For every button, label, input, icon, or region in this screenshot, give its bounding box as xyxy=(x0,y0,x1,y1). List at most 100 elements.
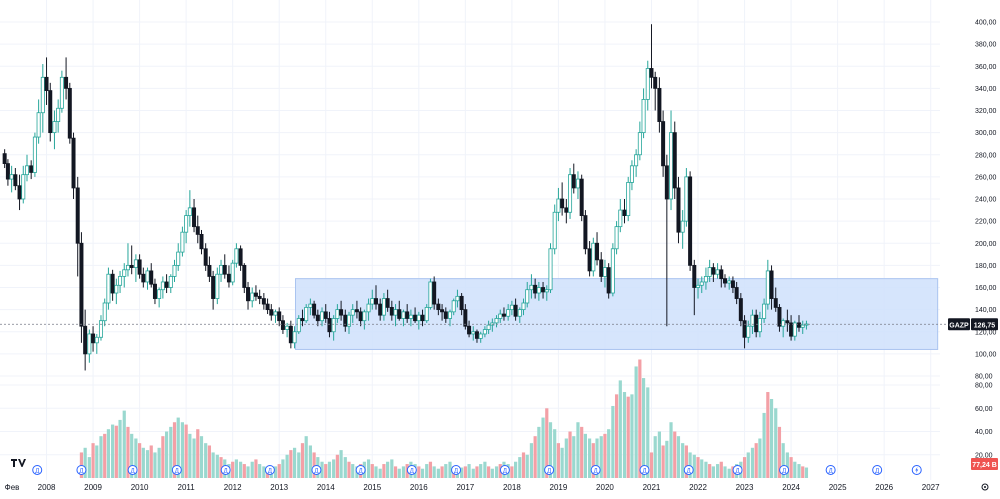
time-tick-label: 2012 xyxy=(224,483,242,492)
volume-bar xyxy=(366,459,371,478)
dividend-marker-icon[interactable]: Д xyxy=(32,465,43,475)
candle-body xyxy=(273,311,278,316)
candle-body xyxy=(517,309,522,317)
dividend-marker-glyph: Д xyxy=(782,469,786,475)
candle-body xyxy=(579,178,584,216)
dividend-marker-glyph: Д xyxy=(224,469,228,475)
volume-bar xyxy=(332,459,336,478)
volume-bars xyxy=(79,359,809,478)
candle-body xyxy=(440,309,445,313)
candle-body xyxy=(67,87,72,139)
overlay[interactable]: GAZP 126,75 77,24 B xyxy=(11,318,998,491)
dividend-marker-icon[interactable]: Д xyxy=(355,465,366,475)
dividend-marker-icon[interactable]: Д xyxy=(171,465,182,475)
dividend-marker-icon[interactable]: Д xyxy=(264,465,275,475)
price-tick-label: 160,00 xyxy=(975,285,997,292)
candle-body xyxy=(280,320,285,330)
candles xyxy=(2,24,809,371)
volume-bar xyxy=(653,436,657,478)
time-tick-label: 2017 xyxy=(456,483,474,492)
dividend-marker-icon[interactable]: Д xyxy=(311,465,322,475)
candle-body xyxy=(711,267,716,275)
volume-bar xyxy=(130,433,134,478)
candle-body xyxy=(413,314,418,322)
candle-body xyxy=(242,264,247,288)
candle-body xyxy=(315,314,320,322)
volume-bar xyxy=(351,464,355,478)
price-tick-label: 360,00 xyxy=(975,64,997,71)
volume-bar xyxy=(285,454,289,478)
gear-icon[interactable] xyxy=(981,483,989,491)
candle-body xyxy=(87,333,92,355)
dividend-marker-icon[interactable]: Д xyxy=(872,465,883,475)
candle-body xyxy=(762,303,767,319)
candle-body xyxy=(494,318,499,324)
dividend-marker-glyph: Д xyxy=(875,469,879,475)
dividend-marker-glyph: Д xyxy=(547,469,551,475)
candle-body xyxy=(792,322,797,337)
dividend-marker-icon[interactable]: Д xyxy=(683,465,694,475)
volume-bar xyxy=(746,452,750,478)
volume-bar xyxy=(665,440,669,478)
candle-body xyxy=(501,313,506,317)
candle-body xyxy=(269,309,274,316)
dividend-marker-icon[interactable]: Д xyxy=(499,465,510,475)
candle-body xyxy=(645,68,650,100)
candle-body xyxy=(366,303,371,313)
candle-body xyxy=(536,287,541,294)
candle-body xyxy=(71,137,76,189)
volume-bar xyxy=(382,464,386,478)
candle-body xyxy=(676,187,681,233)
time-tick-label: 2010 xyxy=(131,483,149,492)
dividend-marker-icon[interactable]: Д xyxy=(590,465,601,475)
candle-body xyxy=(602,267,607,277)
candle-body xyxy=(482,329,487,335)
time-tick-label: 2014 xyxy=(317,483,335,492)
dividend-marker-icon[interactable]: Д xyxy=(825,465,836,475)
candle-body xyxy=(222,264,227,275)
dividend-marker-icon[interactable]: Д xyxy=(544,465,555,475)
volume-bar xyxy=(460,467,464,478)
volume-bar xyxy=(777,426,782,478)
dividend-marker-icon[interactable]: Д xyxy=(451,465,462,475)
candle-body xyxy=(350,309,355,316)
candle-body xyxy=(800,324,805,328)
dividend-marker-icon[interactable]: Д xyxy=(76,465,87,475)
highlight-zone-rect[interactable] xyxy=(294,278,939,350)
dividend-marker-icon[interactable]: Д xyxy=(220,465,231,475)
dividend-marker-icon[interactable]: Д xyxy=(127,465,138,475)
candle-body xyxy=(141,273,146,283)
candle-body xyxy=(757,318,762,333)
volume-bar xyxy=(591,443,595,478)
candle-body xyxy=(428,281,433,308)
price-tick-label: 80,00 xyxy=(975,374,993,381)
volume-bar xyxy=(774,408,778,478)
volume-bar xyxy=(339,450,343,478)
candle-body xyxy=(703,276,708,283)
price-tag: GAZP 126,75 xyxy=(948,318,998,331)
volume-bar xyxy=(793,461,797,478)
volume-bar xyxy=(595,438,599,478)
candle-body xyxy=(506,309,511,317)
dividend-marker-icon[interactable]: Д xyxy=(779,465,790,475)
volume-bar xyxy=(641,378,646,478)
dividend-marker-icon[interactable]: Д xyxy=(639,465,650,475)
dividend-marker-circle xyxy=(127,465,138,475)
candle-body xyxy=(312,303,317,316)
candle-body xyxy=(261,298,266,305)
candle-body xyxy=(164,281,169,288)
price-tick-label: 400,00 xyxy=(975,20,997,27)
dividend-marker-icon[interactable]: Д xyxy=(406,465,417,475)
dividend-marker-glyph: Д xyxy=(736,469,740,475)
volume-bar xyxy=(479,464,483,478)
dividend-marker-icon[interactable]: Д xyxy=(732,465,743,475)
time-tick-label: 2015 xyxy=(363,483,381,492)
candle-body xyxy=(172,264,177,277)
highlight-zone[interactable] xyxy=(294,278,939,350)
candle-body xyxy=(715,269,720,275)
candle-body xyxy=(680,220,685,233)
volume-bar xyxy=(723,466,727,478)
